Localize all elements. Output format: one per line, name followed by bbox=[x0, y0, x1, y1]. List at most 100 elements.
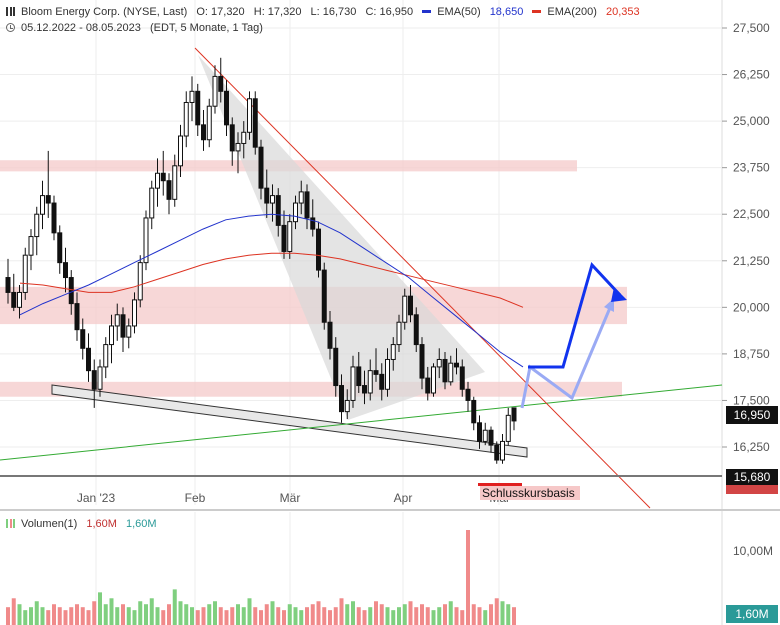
long-trend-line bbox=[0, 384, 723, 461]
volume-bar bbox=[132, 610, 137, 625]
candle-body bbox=[465, 388, 471, 401]
candle-body bbox=[155, 172, 160, 189]
candle-body bbox=[132, 299, 137, 327]
volume-bar bbox=[6, 607, 10, 625]
candle-body bbox=[488, 429, 494, 446]
volume-bar bbox=[322, 607, 327, 625]
candle-body bbox=[212, 75, 218, 107]
volume-bar bbox=[230, 607, 235, 625]
volume-bar bbox=[11, 598, 16, 625]
y-tick-label: 21,250 bbox=[733, 254, 770, 268]
volume-bar bbox=[195, 610, 200, 625]
candle-body bbox=[350, 366, 356, 401]
candle-body bbox=[22, 254, 28, 293]
volume-bar bbox=[236, 604, 240, 625]
candle-body bbox=[459, 366, 465, 390]
volume-bar bbox=[483, 610, 488, 625]
candle-body bbox=[304, 191, 310, 219]
volume-bar bbox=[259, 610, 263, 625]
last-price-tag bbox=[726, 406, 778, 424]
candle-body bbox=[120, 314, 126, 338]
downtrend-line bbox=[194, 47, 651, 509]
y-tick-label: 17,500 bbox=[733, 393, 770, 407]
volume-value-2: 1,60M bbox=[125, 518, 157, 530]
close-value: C: 16,950 bbox=[365, 6, 414, 18]
trend-drawings bbox=[0, 47, 723, 509]
volume-bar bbox=[126, 607, 131, 625]
volume-bar bbox=[253, 607, 258, 625]
candle-body bbox=[482, 429, 488, 442]
volume-bar bbox=[115, 607, 120, 625]
candle-body bbox=[373, 370, 379, 375]
volume-bar bbox=[52, 604, 56, 625]
volume-bar bbox=[351, 601, 355, 625]
moving-averages bbox=[19, 213, 524, 368]
volume-bar bbox=[172, 589, 177, 625]
forecast-path bbox=[528, 262, 622, 369]
candlestick-icon bbox=[6, 7, 15, 16]
candle-body bbox=[109, 325, 114, 346]
volume-bar bbox=[224, 610, 229, 625]
candle-body bbox=[28, 236, 34, 256]
instrument-title: Bloom Energy Corp. (NYSE, Last) bbox=[21, 6, 188, 18]
volume-bar bbox=[138, 601, 143, 625]
period: (EDT, 5 Monate, 1 Tag) bbox=[149, 22, 263, 34]
price-tags: 15,680 16,950 1,60M 10,00M bbox=[726, 406, 778, 623]
candle-body bbox=[333, 347, 339, 387]
volume-bar bbox=[293, 607, 298, 625]
y-tick-label: 22,500 bbox=[733, 207, 770, 221]
volume-bar bbox=[34, 601, 39, 625]
candle-body bbox=[339, 385, 344, 413]
candle-body bbox=[86, 347, 91, 372]
y-tick-label: 16,250 bbox=[733, 440, 770, 454]
volume-last-tag bbox=[726, 605, 778, 623]
ema200-label: EMA(200) bbox=[547, 6, 597, 18]
volume-bar bbox=[247, 598, 252, 625]
candle-body bbox=[40, 195, 45, 215]
x-axis: Jan '23FebMärAprMai bbox=[0, 475, 722, 505]
candle-body bbox=[11, 291, 17, 308]
volume-bar bbox=[420, 604, 424, 625]
candle-body bbox=[166, 180, 172, 200]
volume-bar bbox=[155, 607, 160, 625]
volume-bar bbox=[339, 598, 344, 625]
candle-body bbox=[511, 407, 517, 422]
volume-bar bbox=[506, 604, 511, 625]
volume-bar bbox=[282, 610, 286, 625]
candle-body bbox=[17, 291, 22, 308]
volume-bar bbox=[425, 607, 430, 625]
volume-bar bbox=[287, 604, 292, 625]
x-tick-label: Apr bbox=[394, 491, 413, 505]
volume-bar bbox=[345, 604, 350, 625]
candle-body bbox=[206, 105, 212, 141]
candle-body bbox=[390, 344, 396, 360]
volume-bar bbox=[397, 607, 401, 625]
candle-body bbox=[396, 321, 402, 346]
y-tick-label: 18,750 bbox=[733, 347, 770, 361]
candle-body bbox=[143, 217, 149, 264]
volume-bar bbox=[98, 592, 102, 625]
volume-bar bbox=[500, 601, 505, 625]
candle-body bbox=[218, 75, 224, 92]
candle-body bbox=[5, 277, 11, 293]
volume-bar bbox=[103, 604, 108, 625]
ema50-value: 18,650 bbox=[489, 6, 524, 18]
volume-label: Volumen(1) bbox=[21, 518, 78, 530]
ema50-legend-icon bbox=[422, 10, 432, 13]
candle-body bbox=[471, 399, 477, 424]
candle-body bbox=[494, 444, 500, 461]
volume-bar bbox=[362, 610, 367, 625]
candle-body bbox=[344, 399, 350, 413]
wedge-triangle bbox=[198, 55, 485, 420]
candle-body bbox=[408, 295, 413, 316]
volume-header: Volumen(1) 1,60M 1,60M bbox=[6, 518, 163, 530]
x-tick-label: Jan '23 bbox=[77, 491, 116, 505]
candle-body bbox=[189, 90, 195, 103]
candle-body bbox=[80, 329, 86, 349]
volume-bar bbox=[75, 604, 79, 625]
candle-body bbox=[298, 191, 304, 204]
volume-bar bbox=[402, 604, 407, 625]
candle-body bbox=[448, 362, 454, 383]
volume-bar bbox=[218, 607, 223, 625]
